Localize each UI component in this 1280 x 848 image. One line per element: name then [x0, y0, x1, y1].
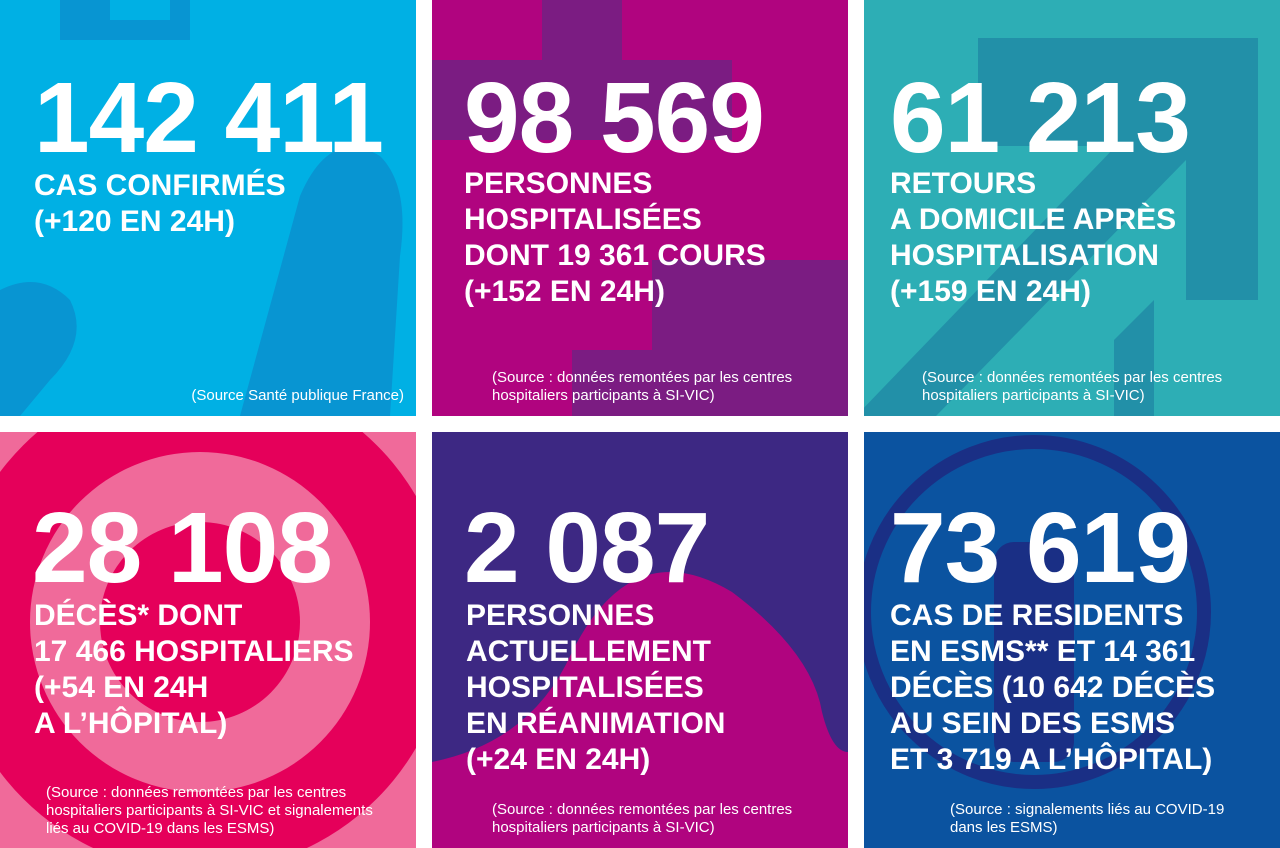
stat-label: DÉCÈS* DONT 17 466 HOSPITALIERS (+54 EN …	[34, 599, 354, 740]
tile-confirmed-cases: 142 411 CAS CONFIRMÉS (+120 EN 24H) (Sou…	[0, 0, 416, 416]
tile-hospitalized: 98 569 PERSONNES HOSPITALISÉES DONT 19 3…	[432, 0, 848, 416]
source-note: (Source Santé publique France)	[191, 387, 404, 404]
source-note: (Source : signalements liés au COVID-19 …	[950, 801, 1225, 836]
source-note: (Source : données remontées par les cent…	[492, 801, 793, 836]
source-note: (Source : données remontées par les cent…	[492, 369, 793, 404]
tile-deaths: 28 108 DÉCÈS* DONT 17 466 HOSPITALIERS (…	[0, 432, 416, 848]
plus-sign-graphic	[432, 0, 848, 416]
stat-label: CAS CONFIRMÉS (+120 EN 24H)	[34, 169, 286, 238]
stat-label: PERSONNES ACTUELLEMENT HOSPITALISÉES EN …	[466, 599, 726, 776]
info-circle-graphic	[864, 435, 1211, 789]
target-circle-graphic	[0, 432, 416, 848]
source-note: (Source : données remontées par les cent…	[922, 369, 1223, 404]
stat-number: 61 213	[890, 62, 1191, 174]
stat-number: 142 411	[34, 62, 384, 174]
stat-number: 2 087	[464, 492, 710, 604]
stat-label: RETOURS A DOMICILE APRÈS HOSPITALISATION…	[890, 167, 1177, 308]
arrow-graphic	[864, 38, 1258, 416]
stat-number: 73 619	[890, 492, 1191, 604]
tile-esms-residents: 73 619 CAS DE RESIDENTS EN ESMS** ET 14 …	[864, 432, 1280, 848]
stat-number: 98 569	[464, 62, 765, 174]
tile-returned-home: 61 213 RETOURS A DOMICILE APRÈS HOSPITAL…	[864, 0, 1280, 416]
stat-label: PERSONNES HOSPITALISÉES DONT 19 361 COUR…	[464, 167, 766, 308]
wave-graphic	[432, 572, 848, 848]
stat-label: CAS DE RESIDENTS EN ESMS** ET 14 361 DÉC…	[890, 599, 1216, 776]
source-note: (Source : données remontées par les cent…	[46, 784, 373, 837]
decorative-digits-graphic	[0, 0, 403, 416]
stat-number: 28 108	[32, 492, 333, 604]
tile-intensive-care: 2 087 PERSONNES ACTUELLEMENT HOSPITALISÉ…	[432, 432, 848, 848]
